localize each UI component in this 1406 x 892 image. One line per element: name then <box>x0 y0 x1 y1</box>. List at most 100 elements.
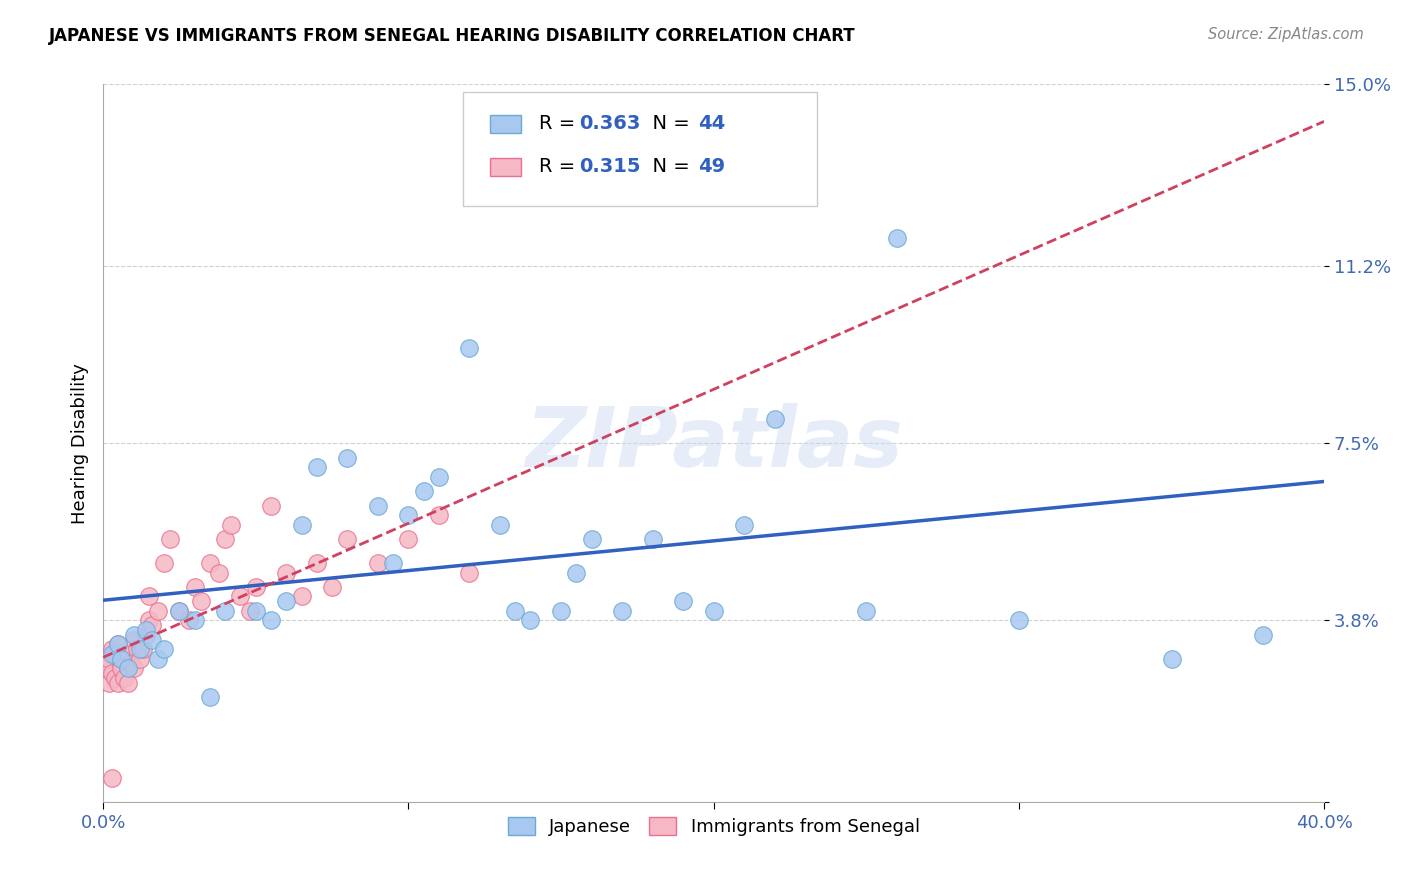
Point <box>519 614 541 628</box>
Point <box>138 590 160 604</box>
Point <box>290 590 312 604</box>
Bar <box>491 115 520 133</box>
Point <box>458 566 481 580</box>
Text: N =: N = <box>640 114 696 134</box>
Point <box>305 556 328 570</box>
Point <box>153 642 176 657</box>
Point <box>198 556 221 570</box>
Point <box>128 651 150 665</box>
Point <box>141 632 163 647</box>
Point <box>146 651 169 665</box>
Point <box>245 580 267 594</box>
Point <box>703 604 725 618</box>
Point <box>177 614 200 628</box>
Text: JAPANESE VS IMMIGRANTS FROM SENEGAL HEARING DISABILITY CORRELATION CHART: JAPANESE VS IMMIGRANTS FROM SENEGAL HEAR… <box>49 27 856 45</box>
Point <box>101 642 124 657</box>
Point <box>1008 614 1031 628</box>
Point <box>367 499 389 513</box>
Text: 0.363: 0.363 <box>579 114 641 134</box>
Point <box>396 532 419 546</box>
Point <box>110 661 132 675</box>
Point <box>229 590 252 604</box>
Text: N =: N = <box>640 158 696 177</box>
Point <box>412 484 434 499</box>
Text: R =: R = <box>538 158 582 177</box>
Point <box>208 566 231 580</box>
Point <box>260 614 283 628</box>
Point <box>122 628 145 642</box>
Point <box>114 671 136 685</box>
Point <box>110 651 132 665</box>
Point <box>290 517 312 532</box>
Point <box>305 460 328 475</box>
Text: R =: R = <box>538 114 582 134</box>
Point <box>104 647 127 661</box>
Y-axis label: Hearing Disability: Hearing Disability <box>72 363 89 524</box>
Legend: Japanese, Immigrants from Senegal: Japanese, Immigrants from Senegal <box>501 810 927 844</box>
Point <box>135 628 157 642</box>
Point <box>550 173 572 187</box>
Point <box>107 675 129 690</box>
Point <box>886 230 908 244</box>
Point <box>98 675 121 690</box>
Point <box>159 532 181 546</box>
Point <box>101 647 124 661</box>
Point <box>503 604 526 618</box>
Point <box>153 556 176 570</box>
Point <box>122 661 145 675</box>
Point <box>672 594 695 608</box>
Point <box>276 594 298 608</box>
Text: 49: 49 <box>697 158 725 177</box>
Point <box>101 772 124 786</box>
Point <box>125 642 148 657</box>
Point <box>169 604 191 618</box>
Point <box>214 532 236 546</box>
Point <box>367 556 389 570</box>
Point <box>276 566 298 580</box>
Point <box>1251 628 1274 642</box>
Point <box>98 651 121 665</box>
Point <box>183 614 205 628</box>
Point <box>141 618 163 632</box>
Point <box>855 604 877 618</box>
Point <box>214 604 236 618</box>
Point <box>146 604 169 618</box>
Point <box>489 517 512 532</box>
Bar <box>491 158 520 176</box>
Point <box>336 450 359 465</box>
Point <box>169 604 191 618</box>
Point <box>221 517 243 532</box>
Point <box>138 614 160 628</box>
Point <box>117 647 139 661</box>
Point <box>1160 651 1182 665</box>
Text: 44: 44 <box>697 114 725 134</box>
Point <box>239 604 262 618</box>
Point <box>120 657 142 671</box>
Point <box>763 412 786 426</box>
Point <box>122 632 145 647</box>
Point <box>107 637 129 651</box>
Point <box>260 499 283 513</box>
Point <box>382 556 405 570</box>
Point <box>117 675 139 690</box>
Point <box>336 532 359 546</box>
Point <box>101 666 124 681</box>
Point <box>128 642 150 657</box>
Point <box>733 517 755 532</box>
Point <box>96 661 118 675</box>
Point <box>107 637 129 651</box>
FancyBboxPatch shape <box>464 92 817 206</box>
Point <box>610 604 633 618</box>
Text: Source: ZipAtlas.com: Source: ZipAtlas.com <box>1208 27 1364 42</box>
Point <box>183 580 205 594</box>
Point <box>550 604 572 618</box>
Point <box>198 690 221 704</box>
Point <box>427 508 450 523</box>
Point <box>581 532 603 546</box>
Point <box>135 623 157 637</box>
Point <box>396 508 419 523</box>
Point <box>117 661 139 675</box>
Point <box>190 594 212 608</box>
Point <box>565 566 588 580</box>
Point <box>458 341 481 355</box>
